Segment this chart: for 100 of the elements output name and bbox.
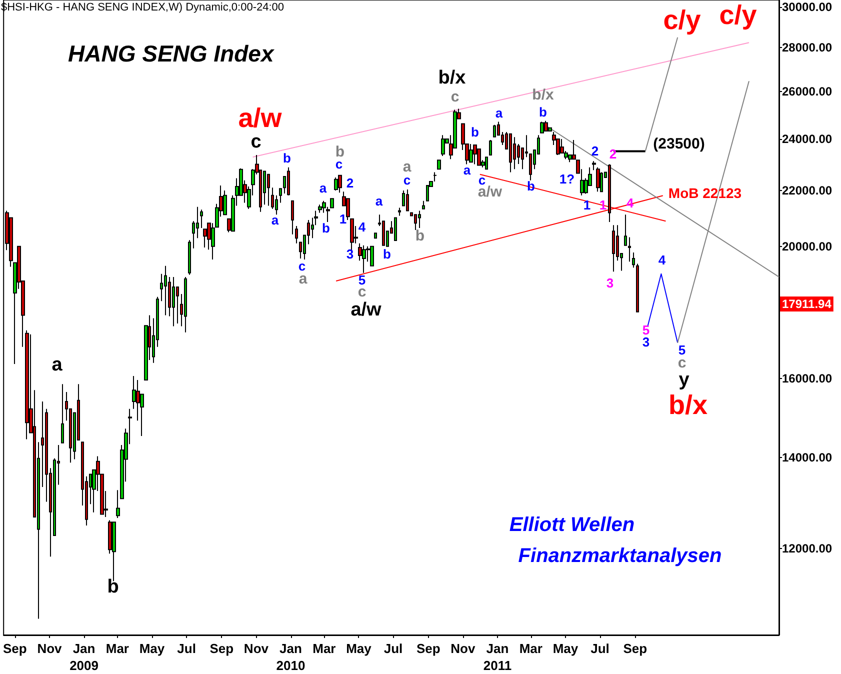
candlestick [441,134,445,157]
candlestick [267,174,270,206]
annotation: 5 [642,322,650,338]
annotation: a [319,180,328,196]
annotation: b/x [668,390,708,420]
x-tick-label: Sep [3,641,27,656]
candlestick [374,232,377,239]
candlestick [211,222,215,260]
annotation: a [375,194,384,208]
candlestick [287,166,290,196]
annotation: a/w [350,300,382,320]
annotation: c [450,88,460,106]
candlestick [422,200,425,210]
candlestick [295,225,298,244]
candlestick [406,188,409,212]
text: 17911.94 [782,297,832,311]
y-tick-label: 22000.00 [782,183,832,198]
candlestick [529,154,532,181]
annotation: c [250,132,262,152]
candlestick [493,124,496,138]
annotation: 1 [583,198,591,212]
candlestick [437,160,441,170]
candlestick [513,136,516,170]
y-tick-label: 28000.00 [782,40,832,55]
candlestick [398,207,401,216]
annotation: Elliott Wellen [509,514,635,536]
annotation: 2 [346,176,354,190]
candlestick [164,265,167,316]
annotation: y [678,370,690,390]
candlestick [334,176,338,192]
annotation: Finanzmarktanalysen [518,545,722,567]
candlestick [318,204,322,214]
candlestick [612,224,615,272]
annotation: b [322,220,330,236]
annotation: 2 [591,144,599,158]
annotation: 3 [346,246,354,262]
candlestick [200,209,203,228]
x-tick-label: May [552,641,579,656]
candlestick [184,276,187,333]
x-tick-label: Jul [590,641,610,656]
annotation: a [52,354,63,376]
x-tick-label: Nov [37,641,63,656]
annotation: a [271,212,280,228]
y-tick-label: 26000.00 [782,84,832,98]
annotation: 4 [358,220,366,234]
x-tick-label: Nov [450,641,476,656]
annotation: 4 [658,252,666,268]
candlestick [188,240,191,276]
x-tick-label: Nov [244,641,270,656]
annotation: a [463,162,472,178]
candlestick [338,174,342,194]
annotation: b [539,104,548,120]
x-tick-label: Sep [210,641,234,656]
annotation: a/w [238,103,283,133]
annotation: 3 [606,276,614,290]
candlestick [572,140,576,160]
y-tick-label: 14000.00 [782,450,832,465]
y-tick-label: 12000.00 [782,542,832,556]
candlestick [600,172,603,192]
x-tick-label: May [139,641,166,656]
candlestick [426,184,429,202]
y-tick-label: 30000.00 [782,0,832,14]
annotation: 3 [642,334,650,350]
annotation: b [383,246,392,262]
y-tick-label: 16000.00 [782,372,832,386]
candlestick [394,217,397,241]
annotation: c [678,354,686,372]
x-tick-label: Mar [519,641,542,656]
candlestick [279,188,282,204]
candlestick [116,490,120,518]
x-tick-label: Mar [312,641,336,656]
x-tick-label: Mar [106,641,130,656]
x-tick-label: Jul [384,641,403,656]
annotation: b [283,150,292,166]
candlestick [632,252,635,268]
candlestick [596,166,600,192]
candlestick [509,133,512,173]
x-tick-label: Jan 2009 [70,641,98,673]
annotation: 1 [339,212,347,226]
annotation: c [298,258,306,274]
x-tick-label: Sep [416,641,440,656]
annotation: c/y [719,0,757,30]
candlestick [330,198,334,208]
candlestick [628,236,631,262]
candlestick [172,276,175,327]
annotation: a [298,270,308,288]
candlestick [544,120,548,132]
candlestick [624,214,627,246]
annotation: a [495,106,504,120]
annotation: c [403,172,411,188]
candlestick [473,144,477,165]
candlestick [477,148,481,166]
candlestick [485,156,488,170]
candlestick [469,144,473,163]
x-tick-label: Jul [177,641,196,656]
candlestick [61,384,64,444]
annotation: 2 [609,146,617,162]
annotation: MoB 22123 [668,185,742,201]
x-tick-label: Jan 2010 [276,641,306,673]
candlestick [540,121,544,134]
